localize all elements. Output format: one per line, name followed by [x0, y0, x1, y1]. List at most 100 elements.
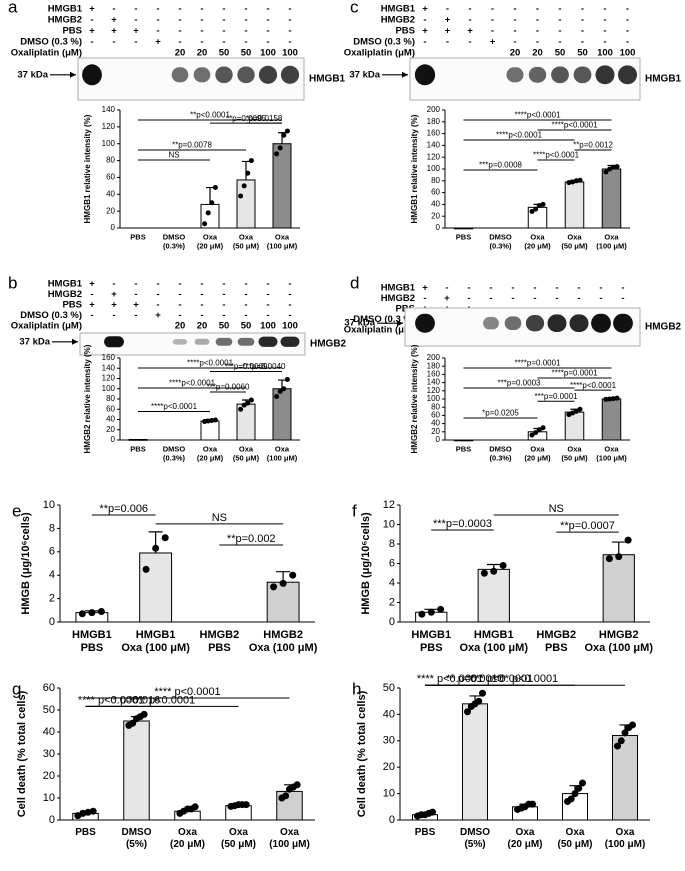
significance-label: **p=0.0012	[573, 141, 613, 150]
data-point	[245, 170, 251, 176]
x-tick-label-line: HMGB1	[411, 629, 451, 641]
x-tick-label-line: Oxa	[567, 444, 582, 453]
y-tick-label: 0	[111, 435, 116, 444]
significance-label: **** p<0.0001	[154, 686, 220, 698]
x-tick-label-line: (20 μM)	[197, 453, 224, 462]
band	[504, 316, 522, 331]
x-tick-label-line: Oxa	[280, 827, 299, 838]
lane-sign: 20	[510, 48, 521, 59]
x-tick-label-line: (20 μM)	[524, 241, 551, 250]
lane-sign: -	[200, 279, 203, 290]
x-tick-label-line: Oxa (100 μM)	[121, 642, 190, 654]
data-point	[536, 427, 542, 433]
significance-label: **p=0.0007	[560, 520, 615, 532]
y-tick-label: 100	[427, 164, 441, 173]
error-bar	[611, 541, 626, 555]
significance-label: NS	[168, 151, 179, 160]
x-tick-label-line: (20 μM)	[170, 839, 205, 850]
band	[130, 340, 142, 343]
y-tick-label: 40	[431, 200, 440, 209]
y-tick-label: 40	[106, 189, 115, 198]
lane-sign: -	[577, 283, 580, 294]
marker-label: 37 kDa	[19, 336, 50, 347]
x-tick-label-line: (100 μM)	[605, 839, 646, 850]
band-label: HMGB1	[645, 74, 682, 85]
lane-sign: -	[558, 26, 561, 37]
lane-sign: -	[513, 15, 516, 26]
data-point	[614, 395, 620, 401]
y-tick-label: 140	[102, 363, 116, 372]
row-label: DMSO (0.3 %)	[353, 314, 415, 325]
x-tick-label: PBS	[75, 827, 96, 838]
lane-sign: -	[603, 26, 606, 37]
bar	[123, 720, 150, 821]
y-tick-label: 60	[106, 404, 115, 413]
data-point	[205, 210, 211, 216]
y-tick-label: 40	[43, 726, 55, 738]
lane-sign: -	[489, 283, 492, 294]
data-point	[573, 408, 579, 414]
x-tick-label-line: PBS	[208, 642, 231, 654]
data-point	[603, 169, 609, 175]
data-point	[614, 742, 621, 750]
lane-sign: -	[134, 37, 137, 48]
band	[569, 314, 589, 333]
y-tick-label: 8	[389, 538, 395, 550]
x-tick-label: PBS	[130, 232, 145, 241]
lane-sign: -	[134, 289, 137, 300]
lane-sign: -	[200, 289, 203, 300]
band-label: HMGB2	[645, 322, 682, 333]
x-tick-label-line: DMSO	[489, 232, 512, 241]
x-tick-label-line: HMGB2	[263, 629, 303, 641]
band	[193, 67, 211, 83]
significance-label: ***p=0.0040	[243, 362, 286, 371]
lane-sign: -	[156, 26, 159, 37]
bar	[564, 181, 585, 229]
data-point	[282, 792, 290, 800]
band	[258, 65, 278, 84]
y-tick-label: 80	[106, 156, 115, 165]
lane-sign: +	[490, 37, 496, 48]
significance-label: **p=0.0095	[226, 114, 266, 123]
significance-label: ****p<0.0001	[496, 131, 543, 140]
band	[280, 65, 300, 84]
lane-sign: -	[134, 4, 137, 15]
lane-sign: +	[89, 279, 95, 290]
y-tick-label: 12	[383, 499, 395, 511]
x-tick-label-line: Oxa	[203, 444, 218, 453]
lane-sign: -	[626, 37, 629, 48]
x-tick-label-line: Oxa	[530, 232, 545, 241]
lane-sign: +	[445, 15, 451, 26]
y-tick-label: 120	[427, 152, 441, 161]
lane-sign: 20	[532, 48, 543, 59]
band	[415, 313, 435, 333]
data-point	[270, 583, 278, 591]
data-point	[202, 221, 208, 227]
panel-label: d	[350, 273, 359, 292]
lane-sign: -	[222, 4, 225, 15]
y-axis-label: Cell death (% total cells)	[16, 690, 28, 817]
band	[171, 67, 189, 83]
lane-sign: -	[200, 26, 203, 37]
band	[486, 72, 498, 78]
x-tick-label-line: (100 μM)	[596, 453, 627, 462]
data-point	[610, 396, 616, 402]
lane-sign: -	[626, 15, 629, 26]
significance-label: **p=0.0078	[172, 141, 212, 150]
y-tick-label: 60	[431, 188, 440, 197]
row-label: DMSO (0.3 %)	[20, 37, 82, 48]
lane-sign: -	[621, 293, 624, 304]
panel-label: e	[12, 501, 21, 520]
bar	[562, 793, 588, 821]
significance-label: **** p<0.0001	[492, 673, 558, 685]
data-point	[238, 193, 244, 199]
y-tick-label: 10	[43, 499, 55, 511]
bar	[453, 227, 474, 230]
y-axis-label: HMGB (μg/10⁶cells)	[360, 512, 372, 615]
lane-sign: +	[444, 293, 450, 304]
lane-sign: -	[222, 37, 225, 48]
band	[130, 72, 142, 78]
band	[573, 66, 592, 84]
lane-sign: -	[178, 289, 181, 300]
y-tick-label: 20	[431, 427, 440, 436]
